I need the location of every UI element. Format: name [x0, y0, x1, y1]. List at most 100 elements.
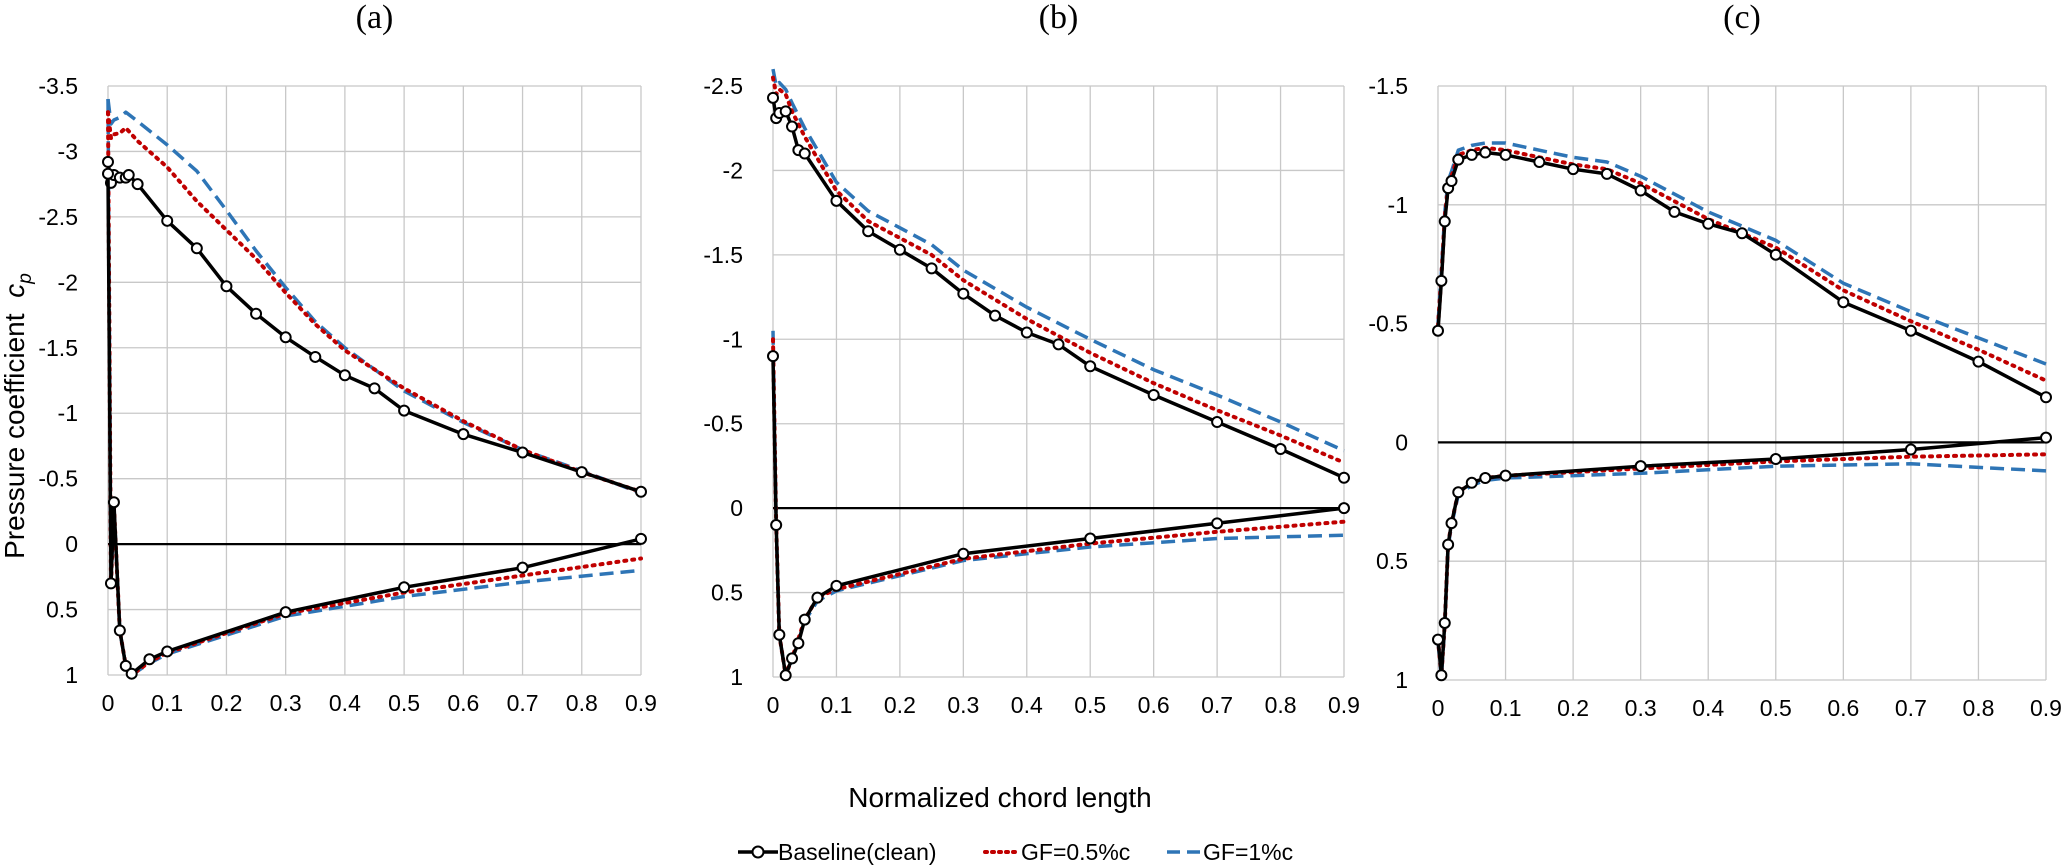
data-point	[767, 350, 779, 363]
legend-item-gf-1: GF=1%c	[1167, 839, 1293, 865]
y-tick-label: 1	[65, 662, 78, 688]
series-gf-0-5-c	[771, 75, 1346, 678]
data-point	[1435, 274, 1448, 287]
data-point	[1972, 355, 1985, 368]
y-tick-label: 1	[730, 664, 743, 690]
series-line-lower	[771, 330, 1345, 678]
data-point	[1432, 633, 1444, 646]
y-tick-label: 0.5	[46, 597, 78, 623]
x-tick-label: 0.6	[1138, 692, 1170, 718]
data-point	[1904, 324, 1917, 337]
x-tick-label: 0.7	[507, 690, 539, 716]
data-point	[1634, 184, 1647, 197]
data-point	[1452, 153, 1465, 166]
data-point	[102, 155, 114, 168]
data-point	[575, 466, 588, 479]
data-point	[102, 167, 114, 180]
y-tick-label: 0	[1395, 429, 1408, 455]
x-tick-label: 0.3	[270, 690, 302, 716]
data-point	[161, 214, 174, 227]
y-tick-label: -0.5	[38, 466, 78, 492]
legend-item-baseline: Baseline(clean)	[738, 839, 937, 865]
series-baseline-clean-	[767, 91, 1350, 682]
series-line-lower	[1436, 452, 2048, 678]
panel-label: (b)	[1039, 0, 1079, 36]
data-point	[143, 653, 156, 666]
series-line-upper	[106, 161, 642, 494]
x-tick-label: 0.7	[1895, 695, 1927, 721]
data-point	[516, 561, 529, 574]
data-point	[786, 120, 799, 133]
data-point	[1435, 669, 1448, 682]
data-point	[1211, 416, 1224, 429]
data-point	[338, 369, 351, 382]
data-point	[957, 547, 970, 560]
x-tick-label: 0.4	[1011, 692, 1043, 718]
data-point	[1445, 517, 1458, 530]
data-point	[125, 667, 138, 680]
y-tick-label: -1.5	[1368, 73, 1408, 99]
legend-label-gf-1: GF=1%c	[1203, 839, 1293, 865]
x-tick-label: 0.9	[625, 690, 657, 716]
data-point	[107, 496, 120, 509]
y-tick-label: -2	[723, 157, 743, 183]
x-tick-label: 0.8	[1265, 692, 1297, 718]
data-point	[1837, 296, 1850, 309]
data-point	[798, 613, 811, 626]
data-point	[1668, 205, 1681, 218]
data-point	[1736, 227, 1748, 240]
data-point	[1338, 502, 1350, 515]
data-point	[1445, 175, 1458, 188]
x-tick-label: 0.3	[947, 692, 979, 718]
x-tick-label: 0.7	[1201, 692, 1233, 718]
data-point	[1338, 471, 1350, 484]
x-tick-label: 0.9	[1328, 692, 1360, 718]
data-point	[279, 331, 292, 344]
x-tick-label: 0.1	[820, 692, 852, 718]
y-axis-title: Pressure coefficient cp	[0, 273, 36, 559]
chart-panel-3: (c) 0 0.1 0.2 0.3 0.4 0.5 0.6 0.7 0.8 0.9 -1.5 -1 -0.…	[1368, 0, 2062, 721]
data-point	[1084, 532, 1097, 545]
data-point	[792, 637, 805, 650]
data-point	[635, 485, 647, 498]
y-tick-label: -2	[58, 269, 78, 295]
data-point	[830, 579, 843, 592]
y-tick-label: -3.5	[38, 73, 78, 99]
data-point	[798, 147, 811, 160]
chart-panel-1: (a) 0 0.1 0.2 0.3 0.4 0.5 0.6 0.7 0.8 0.9 -3.5 -3 -2.…	[38, 0, 657, 716]
data-point	[1442, 538, 1455, 551]
x-tick-label: 0	[767, 692, 780, 718]
data-point	[770, 519, 783, 532]
data-point	[1769, 453, 1782, 466]
series-line-upper	[1436, 141, 2047, 366]
series-line-lower	[771, 356, 1345, 678]
data-point	[1211, 517, 1224, 530]
data-point	[957, 287, 970, 300]
data-point	[1499, 469, 1512, 482]
series-baseline-clean-	[102, 155, 647, 680]
x-tick-label: 0.9	[2030, 695, 2062, 721]
x-tick-label: 0.6	[447, 690, 479, 716]
data-point	[1600, 167, 1613, 180]
data-point	[516, 446, 529, 459]
data-point	[1465, 148, 1478, 161]
data-point	[2040, 391, 2052, 404]
data-point	[1274, 443, 1287, 456]
x-tick-label: 0.1	[151, 690, 183, 716]
data-point	[1147, 389, 1160, 402]
data-point	[1533, 156, 1546, 169]
data-point	[1702, 217, 1715, 230]
panel-label: (c)	[1723, 0, 1761, 36]
legend-item-gf-0-5: GF=0.5%c	[983, 839, 1130, 865]
series-line-lower	[1436, 462, 2047, 680]
data-point	[989, 309, 1002, 322]
data-point	[925, 262, 938, 275]
data-point	[1438, 215, 1451, 228]
x-tick-label: 0.2	[210, 690, 242, 716]
data-point	[368, 382, 381, 395]
y-tick-label: 1	[1395, 667, 1408, 693]
data-point	[779, 105, 792, 118]
y-tick-label: 0	[65, 531, 78, 557]
data-point	[122, 169, 135, 182]
series-line-upper	[1436, 150, 2047, 399]
